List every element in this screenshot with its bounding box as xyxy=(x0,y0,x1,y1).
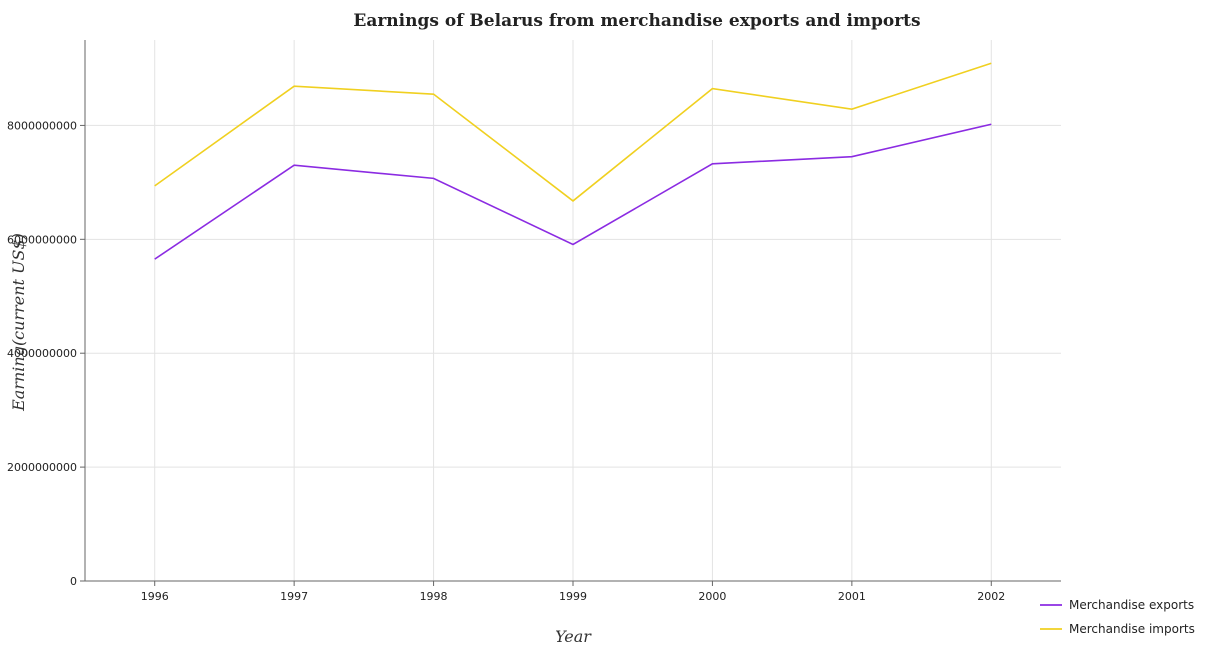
x-tick-label: 2001 xyxy=(838,590,866,603)
y-tick-label: 2000000000 xyxy=(7,461,77,474)
y-tick-label: 4000000000 xyxy=(7,347,77,360)
y-tick-label: 0 xyxy=(70,575,77,588)
x-tick-label: 2002 xyxy=(977,590,1005,603)
x-tick-label: 1998 xyxy=(420,590,448,603)
chart-title: Earnings of Belarus from merchandise exp… xyxy=(353,11,920,31)
y-tick-label: 6000000000 xyxy=(7,233,77,246)
data-series xyxy=(154,62,992,260)
y-tick-label: 8000000000 xyxy=(7,119,77,132)
legend-label: Merchandise exports xyxy=(1069,598,1194,612)
x-tick-label: 1999 xyxy=(559,590,587,603)
x-tick-label: 1997 xyxy=(280,590,308,603)
x-tick-label: 2000 xyxy=(698,590,726,603)
x-tick-label: 1996 xyxy=(141,590,169,603)
axes: 0 2000000000 4000000000 6000000000 800000000… xyxy=(7,40,1061,603)
series-line-exports xyxy=(154,123,992,260)
series-line-imports xyxy=(154,62,992,202)
legend-label: Merchandise imports xyxy=(1069,622,1195,636)
y-axis-title: Earning(current US$) xyxy=(9,233,28,412)
legend: Merchandise exports Merchandise imports xyxy=(1040,598,1195,636)
x-axis-title: Year xyxy=(555,627,592,646)
grid-lines xyxy=(85,40,1061,582)
